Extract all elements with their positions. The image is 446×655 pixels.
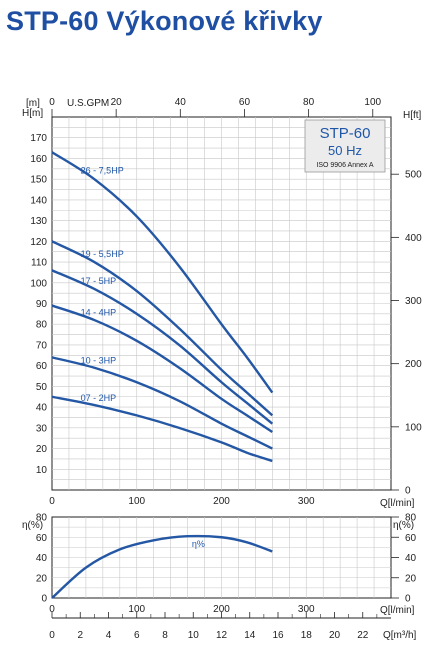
eff-y-right-tick-label: 0 xyxy=(405,594,411,605)
head-curve-line xyxy=(51,269,274,425)
info-model: STP-60 xyxy=(320,125,371,142)
curve-label: 26 - 7,5HP xyxy=(81,165,124,175)
y-tick-label: 70 xyxy=(36,340,48,351)
y-tick-label: 130 xyxy=(30,216,47,227)
y-tick-label: 20 xyxy=(36,444,48,455)
y-tick-label: 120 xyxy=(30,237,47,248)
y-tick-label: 80 xyxy=(36,320,48,331)
x-tick-label: 100 xyxy=(128,496,145,507)
right-tick-label: 500 xyxy=(405,170,422,181)
eff-y-tick-label: 60 xyxy=(36,533,48,544)
top-tick-label: 20 xyxy=(111,97,123,108)
m3h-axis: 0 2 4 6 8 10 12 14 16 18 20 22 xyxy=(49,612,378,641)
efficiency-curve: η% xyxy=(51,534,273,599)
curve-label: 17 - 5HP xyxy=(81,276,117,286)
m3h-tick-label: 18 xyxy=(301,630,313,641)
right-tick-label: 100 xyxy=(405,422,422,433)
chart-title: STP-60 Výkonové křivky xyxy=(6,6,323,36)
info-box: STP-60 50 Hz ISO 9906 Annex A xyxy=(304,119,386,173)
m3h-tick-label: 10 xyxy=(188,630,200,641)
y-tick-label: 50 xyxy=(36,382,48,393)
top-tick-label: 80 xyxy=(303,97,315,108)
eff-y-right-tick-label: 40 xyxy=(405,553,417,564)
efficiency-grid xyxy=(52,517,391,598)
y-tick-label: 30 xyxy=(36,423,48,434)
x-axis-label-head: Q[l/min] xyxy=(380,498,415,509)
curve-label: 10 - 3HP xyxy=(81,356,117,366)
eff-y-tick-label: 0 xyxy=(41,594,47,605)
head-curve-line xyxy=(51,240,274,417)
y-tick-label: 110 xyxy=(31,258,47,269)
m3h-tick-label: 8 xyxy=(162,630,168,641)
curve-label: 07 - 2HP xyxy=(81,393,117,403)
y-axis-label-eff: η(%) xyxy=(22,520,43,531)
m3h-tick-label: 12 xyxy=(216,630,228,641)
y-axis-unit: [m] xyxy=(26,98,40,109)
x-axis-label-eff: Q[l/min] xyxy=(380,605,415,616)
m3h-tick-label: 4 xyxy=(106,630,112,641)
eff-y-tick-label: 80 xyxy=(36,513,48,524)
top-tick-label: 40 xyxy=(175,97,187,108)
curve-label: 14 - 4HP xyxy=(81,308,117,318)
m3h-tick-label: 0 xyxy=(49,630,55,641)
info-frequency: 50 Hz xyxy=(328,143,362,158)
efficiency-curve-label: η% xyxy=(192,539,205,549)
y-tick-label: 150 xyxy=(30,175,47,186)
y-tick-label: 100 xyxy=(30,278,47,289)
x-axis-label-m3h: Q[m³/h] xyxy=(383,630,417,641)
head-curve-line xyxy=(51,151,274,394)
m3h-tick-label: 2 xyxy=(77,630,83,641)
m3h-tick-label: 14 xyxy=(244,630,256,641)
m3h-tick-label: 6 xyxy=(134,630,140,641)
eff-y-tick-label: 40 xyxy=(36,553,48,564)
eff-y-tick-label: 20 xyxy=(36,573,48,584)
right-tick-label: 300 xyxy=(405,296,422,307)
head-curve-line xyxy=(51,356,273,450)
head-curve-line xyxy=(51,395,273,463)
eff-y-right-tick-label: 60 xyxy=(405,533,417,544)
right-tick-label: 0 xyxy=(405,486,411,497)
efficiency-curve-line xyxy=(51,534,273,599)
top-tick-label: 100 xyxy=(364,97,381,108)
x-tick-label: 200 xyxy=(213,496,230,507)
eff-x-tick-label: 0 xyxy=(49,604,55,615)
eff-y-right-tick-label: 80 xyxy=(405,513,417,524)
right-tick-label: 200 xyxy=(405,359,422,370)
y-tick-label: 170 xyxy=(30,133,47,144)
right-tick-label: 400 xyxy=(405,233,422,244)
x-tick-label: 300 xyxy=(298,496,315,507)
info-standard: ISO 9906 Annex A xyxy=(316,162,374,169)
eff-x-tick-label: 200 xyxy=(213,604,230,615)
top-axis-label-gpm: U.S.GPM xyxy=(67,98,109,109)
y-axis-right-label-ft: H[ft] xyxy=(403,110,422,121)
eff-x-tick-label: 100 xyxy=(128,604,145,615)
y-tick-label: 40 xyxy=(36,403,48,414)
y-axis-right-label-eff: η(%) xyxy=(393,520,414,531)
top-tick-label: 0 xyxy=(49,97,55,108)
x-tick-label: 0 xyxy=(49,496,55,507)
head-curves: 26 - 7,5HP 19 - 5,5HP 17 - 5HP 14 - 4HP 10 -… xyxy=(51,151,274,463)
y-tick-label: 160 xyxy=(30,154,47,165)
m3h-tick-label: 16 xyxy=(272,630,284,641)
eff-y-right-tick-label: 20 xyxy=(405,573,417,584)
m3h-tick-label: 20 xyxy=(329,630,341,641)
y-axis-label-head: H[m] xyxy=(22,108,43,119)
head-curve-line xyxy=(51,304,274,433)
curve-label: 19 - 5,5HP xyxy=(81,249,124,259)
eff-x-tick-label: 300 xyxy=(298,604,315,615)
y-tick-label: 60 xyxy=(36,361,48,372)
m3h-tick-label: 22 xyxy=(357,630,369,641)
y-tick-label: 10 xyxy=(36,465,48,476)
head-labels: 10 20 30 40 50 60 70 80 90 100 110 120 130 140 150 160 1… xyxy=(30,97,422,507)
top-tick-label: 60 xyxy=(239,97,251,108)
y-tick-label: 90 xyxy=(36,299,48,310)
y-tick-label: 140 xyxy=(30,195,47,206)
